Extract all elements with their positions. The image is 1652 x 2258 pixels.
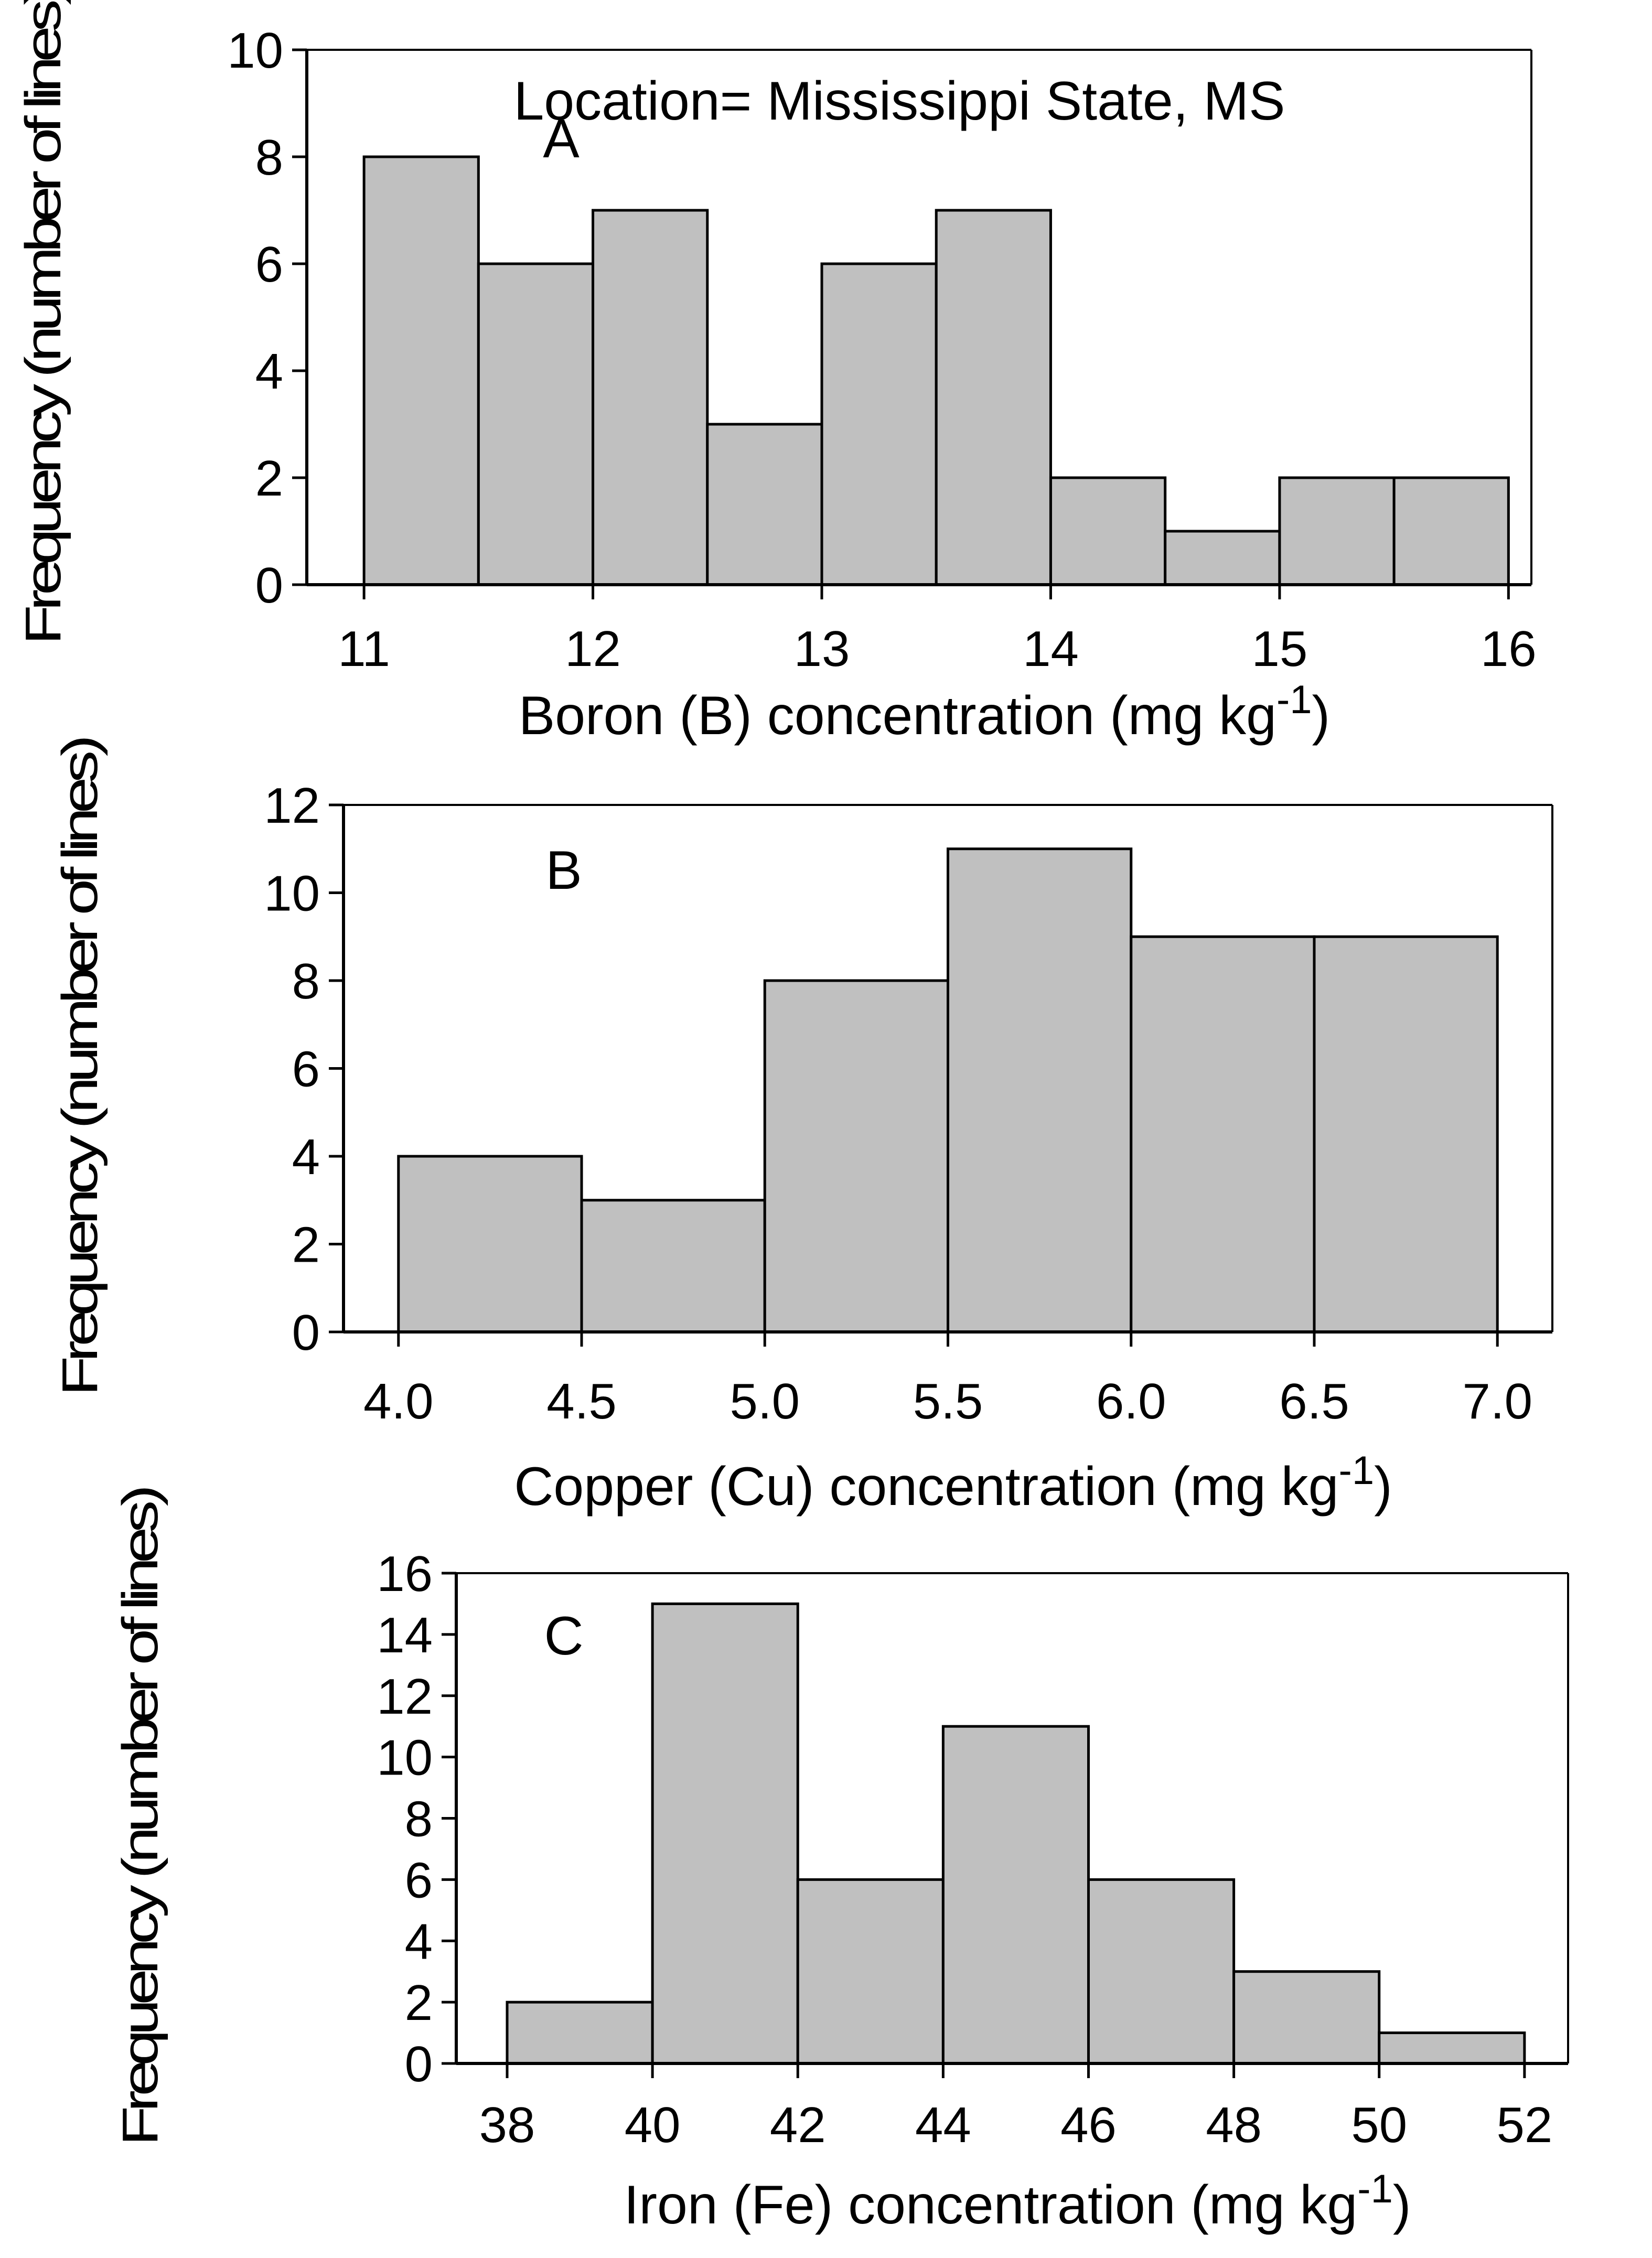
histogram-bar xyxy=(706,423,823,586)
histogram-bar xyxy=(1392,476,1510,586)
y-tick-label: 2 xyxy=(255,450,283,507)
x-tick-label: 46 xyxy=(1060,2097,1117,2153)
x-axis-label: Copper (Cu) concentration (mg kg-1) xyxy=(514,1448,1392,1517)
x-axis-label-close: ) xyxy=(1374,1456,1392,1517)
panel-label: A xyxy=(543,109,580,169)
histogram-bar xyxy=(362,155,480,586)
histogram-bar xyxy=(651,1602,799,2065)
y-axis-label: Frequency (number of lines) xyxy=(52,738,108,1396)
x-axis-label-close: ) xyxy=(1312,685,1331,746)
x-tick-label: 40 xyxy=(625,2097,681,2153)
x-tick-label: 16 xyxy=(1481,621,1537,677)
x-axis-label-superscript: -1 xyxy=(1276,678,1312,722)
x-tick-label: 5.0 xyxy=(730,1373,800,1429)
y-tick-label: 10 xyxy=(264,866,320,922)
histogram-bar xyxy=(477,262,595,586)
y-tick-label: 2 xyxy=(292,1217,320,1273)
x-axis-label-main: Boron (B) concentration (mg kg xyxy=(519,685,1276,746)
histogram-bar xyxy=(796,1878,945,2065)
location-annotation: Location= Mississippi State, MS xyxy=(513,71,1285,132)
x-axis-label: Iron (Fe) concentration (mg kg-1) xyxy=(624,2167,1411,2235)
histogram-bar xyxy=(935,209,1052,586)
y-tick-label: 8 xyxy=(255,130,283,186)
x-tick-label: 44 xyxy=(915,2097,971,2153)
histogram-bar xyxy=(1164,530,1281,586)
histogram-bar xyxy=(1049,476,1167,586)
histogram-bar xyxy=(1313,935,1499,1334)
x-tick-label: 6.5 xyxy=(1279,1373,1349,1429)
y-tick-label: 2 xyxy=(405,1975,433,2031)
x-axis-label-superscript: -1 xyxy=(1357,2167,1393,2211)
x-tick-label: 5.5 xyxy=(913,1373,983,1429)
x-tick-label: 6.0 xyxy=(1096,1373,1166,1429)
histogram-bar xyxy=(1130,935,1316,1334)
x-tick-label: 38 xyxy=(479,2097,535,2153)
histogram-bar xyxy=(941,1725,1090,2065)
histogram-bar xyxy=(1278,476,1396,586)
histogram-bar xyxy=(763,979,949,1334)
x-tick-label: 14 xyxy=(1023,621,1079,677)
histogram-bar xyxy=(506,2001,654,2065)
y-tick-label: 8 xyxy=(405,1791,433,1847)
histogram-bar xyxy=(592,209,709,586)
x-tick-label: 11 xyxy=(338,621,390,677)
x-tick-label: 52 xyxy=(1496,2097,1552,2153)
x-tick-label: 12 xyxy=(565,621,621,677)
x-tick-label: 4.0 xyxy=(363,1373,433,1429)
y-tick-label: 4 xyxy=(292,1129,320,1185)
x-tick-label: 13 xyxy=(794,621,850,677)
histogram-bar xyxy=(820,262,938,586)
chart-panel-a: 0 2 4 6 8 10 11 12 13 14 15 16 Boron (B) concentrati… xyxy=(15,0,1537,746)
x-tick-label: 50 xyxy=(1351,2097,1407,2153)
y-tick-label: 12 xyxy=(264,778,320,834)
y-tick-label: 0 xyxy=(255,557,283,614)
y-tick-label: 0 xyxy=(292,1305,320,1361)
chart-panel-b: 0 2 4 6 8 10 12 4.0 4.5 5.0 5.5 6.0 6.5 7.0 Copper (Cu… xyxy=(52,738,1553,1517)
x-axis-label-main: Iron (Fe) concentration (mg kg xyxy=(624,2175,1358,2235)
y-tick-label: 4 xyxy=(255,343,283,400)
x-tick-label: 7.0 xyxy=(1463,1373,1532,1429)
x-tick-label: 48 xyxy=(1206,2097,1262,2153)
x-tick-label: 15 xyxy=(1252,621,1308,677)
y-axis-label: Frequency (number of lines) xyxy=(15,0,71,645)
y-tick-label: 12 xyxy=(377,1669,433,1725)
y-tick-label: 6 xyxy=(255,236,283,293)
y-tick-label: 10 xyxy=(227,23,283,79)
y-tick-label: 6 xyxy=(405,1852,433,1908)
y-axis-label: Frequency (number of lines) xyxy=(112,1488,168,2146)
x-tick-label: 42 xyxy=(770,2097,826,2153)
histogram-bar xyxy=(580,1199,766,1334)
y-tick-label: 8 xyxy=(292,953,320,1009)
y-tick-label: 14 xyxy=(377,1607,433,1663)
histogram-bar xyxy=(1087,1878,1236,2065)
x-axis-label-superscript: -1 xyxy=(1339,1448,1375,1493)
x-axis-label-main: Copper (Cu) concentration (mg kg xyxy=(514,1456,1338,1517)
histogram-bar xyxy=(947,847,1133,1334)
y-tick-label: 4 xyxy=(405,1913,433,1970)
y-tick-label: 6 xyxy=(292,1041,320,1098)
panel-label: B xyxy=(545,840,582,901)
y-tick-label: 0 xyxy=(405,2036,433,2092)
y-tick-label: 16 xyxy=(377,1546,433,1602)
histogram-bar xyxy=(397,1155,583,1334)
x-tick-label: 4.5 xyxy=(546,1373,616,1429)
x-axis-label-close: ) xyxy=(1393,2175,1411,2235)
histogram-bar xyxy=(1232,1970,1381,2065)
y-tick-label: 10 xyxy=(377,1730,433,1786)
histogram-bar xyxy=(1378,2031,1526,2065)
panel-label: C xyxy=(544,1606,583,1666)
x-axis-label: Boron (B) concentration (mg kg-1) xyxy=(519,678,1330,746)
